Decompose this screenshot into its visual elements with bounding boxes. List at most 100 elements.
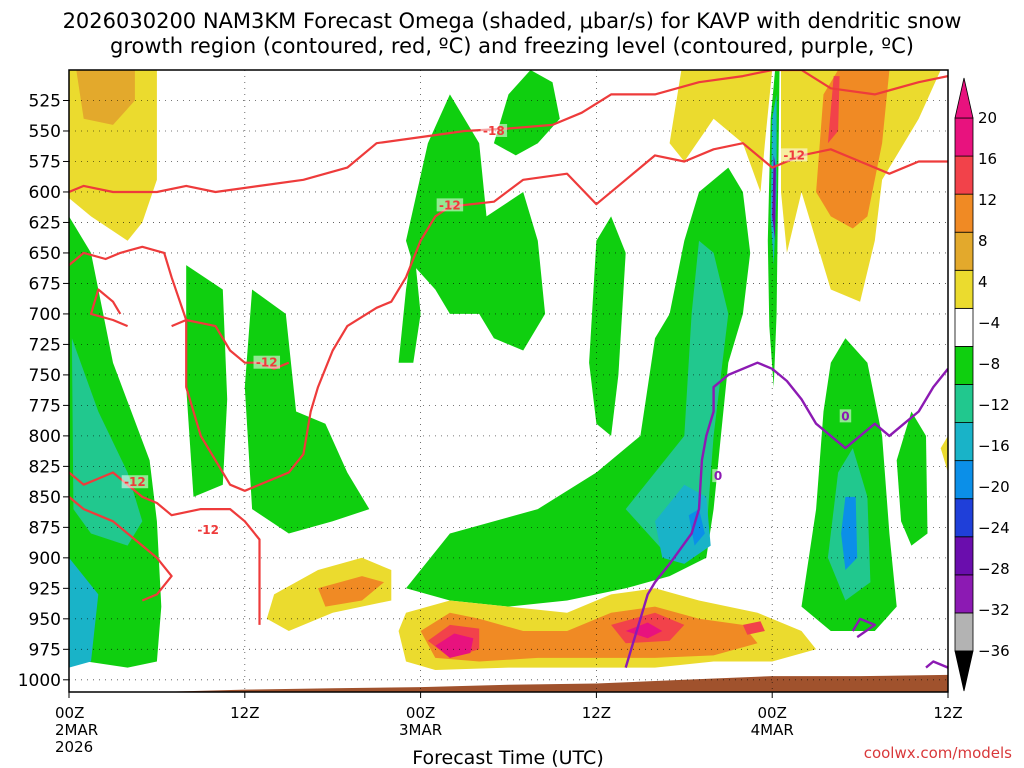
y-tick-label-825: 825 [29,457,61,477]
colorbar-bin-1 [954,574,974,614]
omega-region-surface-rising-left-core [318,576,384,607]
colorbar-bin-2 [954,536,974,576]
colorbar-label-2: 12 [978,191,997,209]
colorbar-bin-9 [954,269,974,309]
freezing-level-contour-2 [925,660,948,669]
x-tick-label-48: 00Z [758,704,787,722]
colorbar-label-7: −12 [978,396,1010,414]
dgz-minus12-contour-3 [89,288,129,328]
x-tick-label-60: 12Z [933,704,962,722]
colorbar-bin-6 [954,384,974,423]
contour-label-0: -18 [483,124,505,138]
colorbar-label-9: −20 [978,478,1010,496]
contour-label-6: 0 [841,409,849,423]
omega-region-tall-sinking-top [493,70,560,156]
colorbar-bin-10 [954,231,974,271]
freezing-level-contour-1 [851,617,876,639]
omega-region-early-sinking-core [71,338,143,546]
y-tick-label-650: 650 [29,244,61,264]
y-tick-label-800: 800 [29,427,61,447]
y-tick-label-675: 675 [29,274,61,294]
contour-labels: -18 -12 -12 -12 -12 -12 0 0 [121,123,852,537]
dgz-minus12-contour-2 [69,496,173,602]
x-tick-date-24: 3MAR [399,721,442,739]
omega-region-surface-rising-peak-a [435,633,474,658]
colorbar-bin-0 [954,612,974,652]
y-tick-label-525: 525 [29,91,61,111]
omega-region-left-sinking-column-37z [589,216,626,436]
colorbar-bin-11 [954,193,974,233]
gridlines [69,70,948,692]
omega-region-surface-rising-peak-b [625,622,663,639]
omega-region-narrow-sinking-deep [772,155,776,241]
chart-title-line-2: growth region (contoured, red, ºC) and f… [110,34,914,58]
colorbar: 20 16 12 8 4 −4 −8 −12 −16 −20 −24 −28 −32 −36 [954,77,1010,692]
y-tick-label-975: 975 [29,640,61,660]
ground-surface [69,674,948,692]
colorbar-bin-4 [954,460,974,500]
y-tick-label-950: 950 [29,610,61,630]
dgz-minus12-contour-1 [69,471,261,625]
colorbar-label-3: 8 [978,232,988,250]
omega-region-surface-rising-small-right [742,621,765,635]
y-tick-label-700: 700 [29,305,61,325]
colorbar-label-1: 16 [978,150,997,168]
contour-label-bg-6 [839,409,852,423]
y-tick-label-600: 600 [29,183,61,203]
contour-label-1: -12 [439,198,461,212]
contour-label-2: -12 [783,148,805,162]
x-tick-year-0: 2026 [55,738,93,756]
colorbar-under-arrow [954,650,974,692]
colorbar-bin-8 [954,307,974,347]
colorbar-label-6: −8 [978,355,1000,373]
contour-label-bg-7 [712,469,724,483]
colorbar-label-0: 20 [978,109,997,127]
freezing-level-contour-0 [624,361,948,668]
dgz-minus18-contour [69,70,948,194]
x-axis-label: Forecast Time (UTC) [412,747,603,768]
omega-region-upper-right-rising-hot [827,76,840,144]
y-tick-label-925: 925 [29,579,61,599]
colorbar-label-8: −16 [978,437,1010,455]
contour-label-5: -12 [197,523,219,537]
colorbar-over-arrow [954,77,974,119]
colorbar-bin-3 [954,498,974,538]
omega-region-tall-sinking-column [406,94,546,351]
omega-shading [69,70,948,670]
ground-fill [69,674,948,692]
omega-region-far-right-rising-edge [940,435,948,473]
colorbar-label-4: 4 [978,273,988,291]
colorbar-label-5: −4 [978,314,1000,332]
colorbar-bin-7 [954,346,974,385]
omega-region-thin-sinking-spike [398,240,421,363]
omega-region-right-sinking-deep [841,496,858,570]
colorbar-bin-13 [954,117,974,157]
colorbar-bin-12 [954,155,974,195]
colorbar-bin-5 [954,422,974,462]
y-tick-label-575: 575 [29,152,61,172]
y-axis-ticks: 525 550 575 600 625 650 675 700 725 750 775 800 825 8… [18,91,69,691]
x-tick-label-0: 00Z [55,704,84,722]
chart-title-line-1: 2026030200 NAM3KM Forecast Omega (shaded… [63,9,962,33]
omega-region-far-right-sinking [896,411,928,546]
y-tick-label-850: 850 [29,488,61,508]
y-tick-label-875: 875 [29,518,61,538]
x-tick-label-12: 12Z [230,704,259,722]
contour-label-bg-3 [253,355,281,369]
x-tick-label-24: 00Z [406,704,435,722]
y-tick-label-750: 750 [29,366,61,386]
contour-label-bg-4 [121,475,149,489]
y-tick-label-775: 775 [29,396,61,416]
x-tick-date-48: 4MAR [751,721,794,739]
colorbar-label-11: −28 [978,560,1010,578]
omega-region-upper-right-rising [669,70,773,192]
contour-label-bg-5 [194,522,222,536]
plot-frame [68,69,949,693]
credit-text: coolwx.com/models [864,744,1012,762]
x-tick-label-36: 12Z [582,704,611,722]
omega-region-sinking-lobe-9z [186,265,228,497]
contour-label-3: -12 [256,356,278,370]
y-tick-label-550: 550 [29,122,61,142]
contour-label-4: -12 [124,475,146,489]
